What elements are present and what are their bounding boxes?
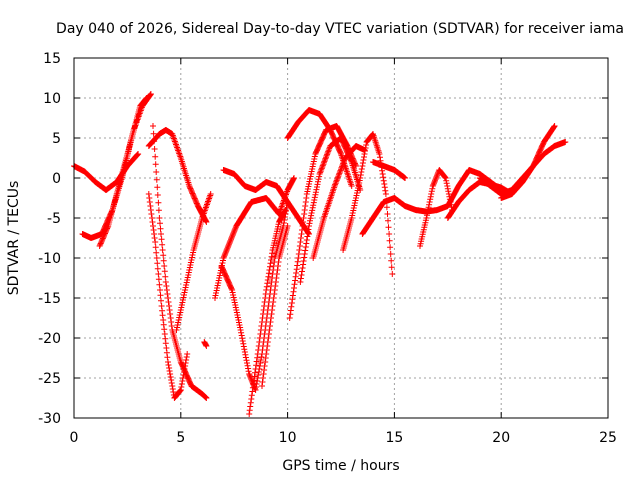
series-arc-4 <box>145 127 210 225</box>
series-markers <box>173 191 214 333</box>
y-tick-label: 15 <box>43 51 61 67</box>
x-tick-label: 25 <box>599 430 617 446</box>
series-markers <box>218 199 291 393</box>
series-markers <box>359 195 419 237</box>
series-markers <box>145 127 210 225</box>
series-arc-17 <box>310 143 368 261</box>
series-markers <box>150 123 210 401</box>
series-arc-10 <box>218 199 291 393</box>
series-markers <box>145 191 191 401</box>
series-arc-24 <box>476 139 569 197</box>
y-axis-label: SDTVAR / TECUs <box>6 181 22 296</box>
series-markers <box>96 91 154 249</box>
y-tick-label: -20 <box>38 331 61 347</box>
x-tick-label: 15 <box>385 430 403 446</box>
series-arc-6 <box>150 123 210 401</box>
series-arc-11 <box>220 167 312 237</box>
y-tick-label: -25 <box>38 371 61 387</box>
series-markers <box>259 223 291 389</box>
grid-lines <box>74 58 608 418</box>
series-markers <box>417 167 456 249</box>
y-tick-label: 10 <box>43 91 61 107</box>
series-markers <box>201 339 210 349</box>
series-markers <box>476 139 569 197</box>
y-tick-label: 5 <box>52 131 61 147</box>
y-tick-label: -15 <box>38 291 61 307</box>
y-tick-label: -10 <box>38 251 61 267</box>
series-arc-25 <box>498 123 558 201</box>
series-arc-19 <box>359 195 419 237</box>
x-tick-label: 5 <box>176 430 185 446</box>
series-arc-1 <box>71 151 142 193</box>
axis-ticks: 0 5 10 15 20 25 15 10 5 0 -5 -10 -15 -20 -25 -30 <box>38 51 617 446</box>
plot-frame <box>73 57 609 419</box>
series-markers <box>246 207 289 417</box>
series-arc-21 <box>417 167 456 249</box>
chart-title: Day 040 of 2026, Sidereal Day-to-day VTE… <box>56 21 624 37</box>
y-tick-label: 0 <box>52 171 61 187</box>
series-arc-13 <box>259 223 291 389</box>
series-arc-8 <box>201 339 210 349</box>
series-markers <box>498 123 558 201</box>
y-tick-label: -5 <box>47 211 61 227</box>
series-arc-7 <box>173 191 214 333</box>
series-markers <box>71 151 142 193</box>
series-arc-12 <box>246 207 289 417</box>
series-markers <box>297 135 364 285</box>
series-markers <box>310 143 368 261</box>
x-tick-label: 20 <box>492 430 510 446</box>
x-tick-label: 0 <box>70 430 79 446</box>
series-arc-16 <box>297 135 364 285</box>
data-points <box>71 91 569 417</box>
x-tick-label: 10 <box>279 430 297 446</box>
series-arc-20 <box>370 159 409 181</box>
series-arc-3 <box>96 91 154 249</box>
x-axis-label: GPS time / hours <box>282 458 399 474</box>
series-markers <box>220 167 312 237</box>
series-arc-5 <box>145 191 191 401</box>
y-tick-label: -30 <box>38 411 61 427</box>
series-markers <box>370 159 409 181</box>
